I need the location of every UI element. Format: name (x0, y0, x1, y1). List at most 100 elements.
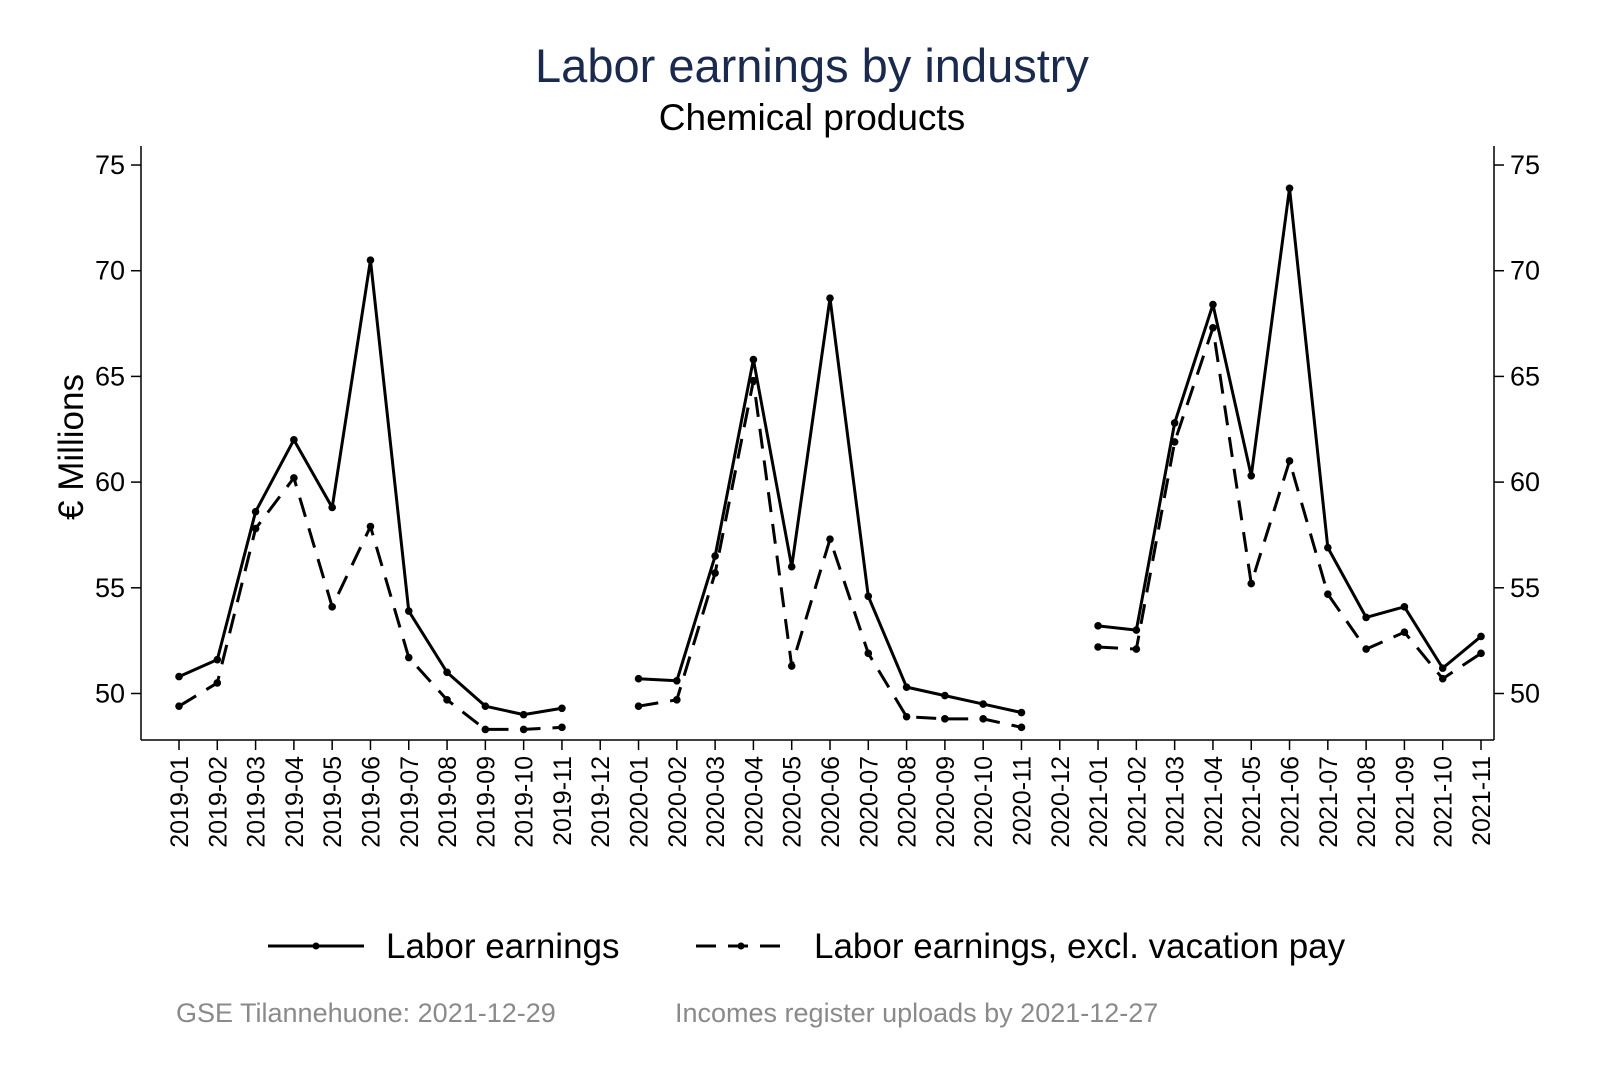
data-point-labor-earnings (290, 436, 298, 444)
source-note: GSE Tilannehuone: 2021-12-29 (176, 998, 556, 1028)
data-point-labor-earnings-excl-vacation-pay (481, 725, 490, 734)
data-point-labor-earnings-excl-vacation-pay (711, 569, 719, 577)
x-tick-label: 2020-05 (779, 756, 807, 848)
data-point-labor-earnings (673, 677, 681, 685)
data-point-labor-earnings (1017, 708, 1026, 717)
y-tick-right-label: 70 (1510, 256, 1540, 286)
data-point-labor-earnings (1209, 300, 1217, 309)
y-tick-right-label: 50 (1510, 678, 1540, 708)
y-tick-right-label: 55 (1510, 573, 1540, 603)
data-point-labor-earnings-excl-vacation-pay (366, 522, 375, 531)
data-point-labor-earnings (558, 704, 566, 713)
y-tick-right-label: 75 (1510, 150, 1540, 180)
data-point-labor-earnings-excl-vacation-pay (175, 702, 183, 710)
data-point-labor-earnings-excl-vacation-pay (1170, 438, 1179, 446)
data-point-labor-earnings (1170, 419, 1179, 427)
data-point-labor-earnings-excl-vacation-pay (519, 725, 528, 734)
data-point-labor-earnings (1438, 664, 1447, 672)
data-point-labor-earnings-excl-vacation-pay (1324, 590, 1332, 598)
data-point-labor-earnings (1324, 543, 1332, 552)
y-tick-left-label: 75 (95, 150, 125, 180)
x-tick-label: 2020-04 (740, 756, 768, 848)
x-tick-label: 2020-07 (855, 756, 883, 848)
data-point-labor-earnings-excl-vacation-pay (1209, 323, 1217, 332)
x-tick-label: 2019-06 (357, 756, 385, 848)
x-tick-label: 2020-09 (932, 756, 960, 848)
y-axis-left-ticks: 50 55 60 65 70 75 (95, 150, 141, 708)
x-tick-label: 2021-05 (1238, 756, 1266, 848)
y-tick-right-label: 60 (1510, 467, 1540, 497)
x-tick-label: 2019-04 (281, 756, 309, 848)
x-tick-label: 2019-09 (472, 756, 500, 848)
x-tick-label: 2019-08 (434, 756, 462, 848)
x-tick-label: 2021-07 (1315, 756, 1343, 848)
x-tick-label: 2021-03 (1162, 756, 1190, 848)
x-tick-label: 2019-03 (243, 756, 271, 848)
y-tick-left-label: 70 (95, 256, 125, 286)
data-point-labor-earnings-excl-vacation-pay (251, 524, 260, 533)
upload-note: Incomes register uploads by 2021-12-27 (675, 998, 1158, 1028)
data-point-labor-earnings-excl-vacation-pay (979, 715, 987, 723)
x-tick-label: 2019-07 (396, 756, 424, 848)
x-tick-label: 2019-01 (166, 756, 194, 848)
data-point-labor-earnings (941, 691, 949, 700)
data-point-labor-earnings-excl-vacation-pay (1400, 628, 1409, 636)
data-point-labor-earnings (213, 655, 222, 664)
data-point-labor-earnings-excl-vacation-pay (902, 712, 911, 721)
x-tick-label: 2021-01 (1085, 756, 1113, 848)
y-axis-label: € Millions (52, 374, 91, 520)
data-point-labor-earnings (711, 552, 719, 560)
x-tick-label: 2020-01 (626, 756, 654, 848)
data-point-labor-earnings (175, 672, 183, 681)
x-tick-label: 2019-10 (511, 756, 539, 848)
legend: Labor earnings Labor earnings, excl. vac… (268, 927, 1346, 966)
legend-marker-labor-earnings-excl-vacation-pay (737, 942, 745, 950)
y-tick-left-label: 50 (95, 678, 125, 708)
data-point-labor-earnings-excl-vacation-pay (1438, 674, 1447, 683)
x-tick-label: 2020-12 (1047, 756, 1075, 848)
data-point-labor-earnings (251, 507, 260, 516)
data-point-labor-earnings-excl-vacation-pay (558, 723, 566, 732)
data-point-labor-earnings-excl-vacation-pay (673, 696, 681, 704)
data-point-labor-earnings (1132, 626, 1141, 634)
series-line-labor-earnings (178, 186, 1482, 717)
data-point-labor-earnings-excl-vacation-pay (941, 715, 949, 723)
series-layer (175, 184, 1485, 734)
data-point-labor-earnings (1362, 613, 1370, 622)
data-point-labor-earnings-excl-vacation-pay (1132, 645, 1141, 653)
y-axis-right-ticks: 50 55 60 65 70 75 (1494, 150, 1540, 708)
data-point-labor-earnings (1285, 184, 1294, 193)
x-tick-label: 2019-05 (319, 756, 347, 848)
data-point-labor-earnings-excl-vacation-pay (1285, 457, 1294, 465)
chart-subtitle: Chemical products (659, 97, 965, 138)
legend-label-labor-earnings-excl-vacation-pay: Labor earnings, excl. vacation pay (814, 927, 1346, 966)
data-point-labor-earnings (404, 607, 413, 615)
data-point-labor-earnings (1400, 603, 1409, 611)
data-point-labor-earnings-excl-vacation-pay (443, 696, 451, 704)
x-tick-label: 2021-06 (1277, 756, 1305, 848)
y-tick-left-label: 65 (95, 361, 125, 391)
data-point-labor-earnings-excl-vacation-pay (826, 535, 834, 543)
data-point-labor-earnings-excl-vacation-pay (634, 702, 643, 710)
x-tick-label: 2020-03 (702, 756, 730, 848)
data-point-labor-earnings (902, 683, 911, 691)
data-point-labor-earnings (634, 674, 643, 683)
x-tick-label: 2021-09 (1391, 756, 1419, 848)
data-point-labor-earnings (519, 710, 528, 719)
x-tick-label: 2021-08 (1353, 756, 1381, 848)
legend-marker-labor-earnings (312, 942, 320, 950)
x-tick-label: 2020-06 (817, 756, 845, 848)
data-point-labor-earnings-excl-vacation-pay (1094, 643, 1102, 651)
x-tick-label: 2020-10 (970, 756, 998, 848)
data-point-labor-earnings (826, 294, 834, 302)
data-point-labor-earnings-excl-vacation-pay (1477, 649, 1485, 658)
data-point-labor-earnings-excl-vacation-pay (1017, 723, 1026, 732)
data-point-labor-earnings (979, 700, 987, 708)
data-point-labor-earnings (1094, 622, 1102, 630)
y-tick-left-label: 60 (95, 467, 125, 497)
x-tick-label: 2021-04 (1200, 756, 1228, 848)
series-line-labor-earnings-excl-vacation-pay (178, 326, 1482, 731)
y-tick-right-label: 65 (1510, 361, 1540, 391)
data-point-labor-earnings (787, 562, 796, 571)
data-point-labor-earnings-excl-vacation-pay (749, 376, 758, 385)
